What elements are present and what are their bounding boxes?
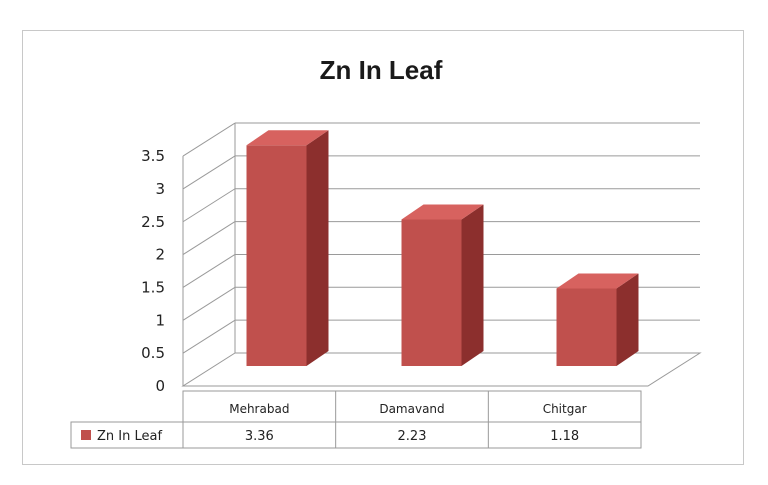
category-label: Mehrabad xyxy=(229,402,289,416)
bar-side-face xyxy=(461,204,484,366)
y-axis-ticks: 0 0.5 1 1.5 2 2.5 3 3.5 xyxy=(141,147,165,395)
bar xyxy=(246,130,329,366)
y-tick-label: 0 xyxy=(155,377,165,395)
gridline-side xyxy=(182,319,236,354)
y-tick-label: 1.5 xyxy=(141,278,165,296)
bar-side-face xyxy=(616,273,639,366)
bar xyxy=(401,204,484,366)
y-tick-label: 2 xyxy=(155,246,165,264)
chart-title: Zn In Leaf xyxy=(320,55,443,85)
y-tick-label: 3 xyxy=(155,180,165,198)
bar-front-face xyxy=(556,288,617,366)
y-tick-label: 2.5 xyxy=(141,213,165,231)
bars xyxy=(246,130,639,366)
bar-top-face xyxy=(556,273,639,289)
y-tick-label: 1 xyxy=(155,311,165,329)
value-label: 2.23 xyxy=(398,429,427,444)
chart-frame: Zn In Leaf 0 0.5 1 1.5 2 2.5 3 3.5 Mehrabad 3.36… xyxy=(22,30,744,465)
y-tick-label: 0.5 xyxy=(141,344,165,362)
floor xyxy=(181,352,702,387)
value-label: 3.36 xyxy=(245,429,274,444)
y-tick-label: 3.5 xyxy=(141,147,165,165)
bar-side-face xyxy=(306,130,329,366)
gridline-side xyxy=(182,155,236,190)
bar-top-face xyxy=(246,130,329,146)
bar-front-face xyxy=(246,145,307,366)
gridline-side xyxy=(182,221,236,256)
chart-svg: Zn In Leaf 0 0.5 1 1.5 2 2.5 3 3.5 Mehrabad 3.36… xyxy=(70,55,702,449)
gridline-side xyxy=(182,122,236,157)
value-label: 1.18 xyxy=(550,429,579,444)
bar-top-face xyxy=(401,204,484,220)
data-table: Mehrabad 3.36 Damavand 2.23 Chitgar 1.18 Zn In… xyxy=(70,390,642,449)
bar-front-face xyxy=(401,219,462,366)
legend-label: Zn In Leaf xyxy=(97,429,162,444)
gridline-side xyxy=(182,188,236,223)
category-label: Chitgar xyxy=(543,402,587,416)
legend-swatch xyxy=(81,430,91,440)
bar xyxy=(556,273,639,366)
gridline-side xyxy=(182,286,236,321)
category-label: Damavand xyxy=(379,402,444,416)
gridline-side xyxy=(182,254,236,288)
table-value-row xyxy=(70,421,642,449)
